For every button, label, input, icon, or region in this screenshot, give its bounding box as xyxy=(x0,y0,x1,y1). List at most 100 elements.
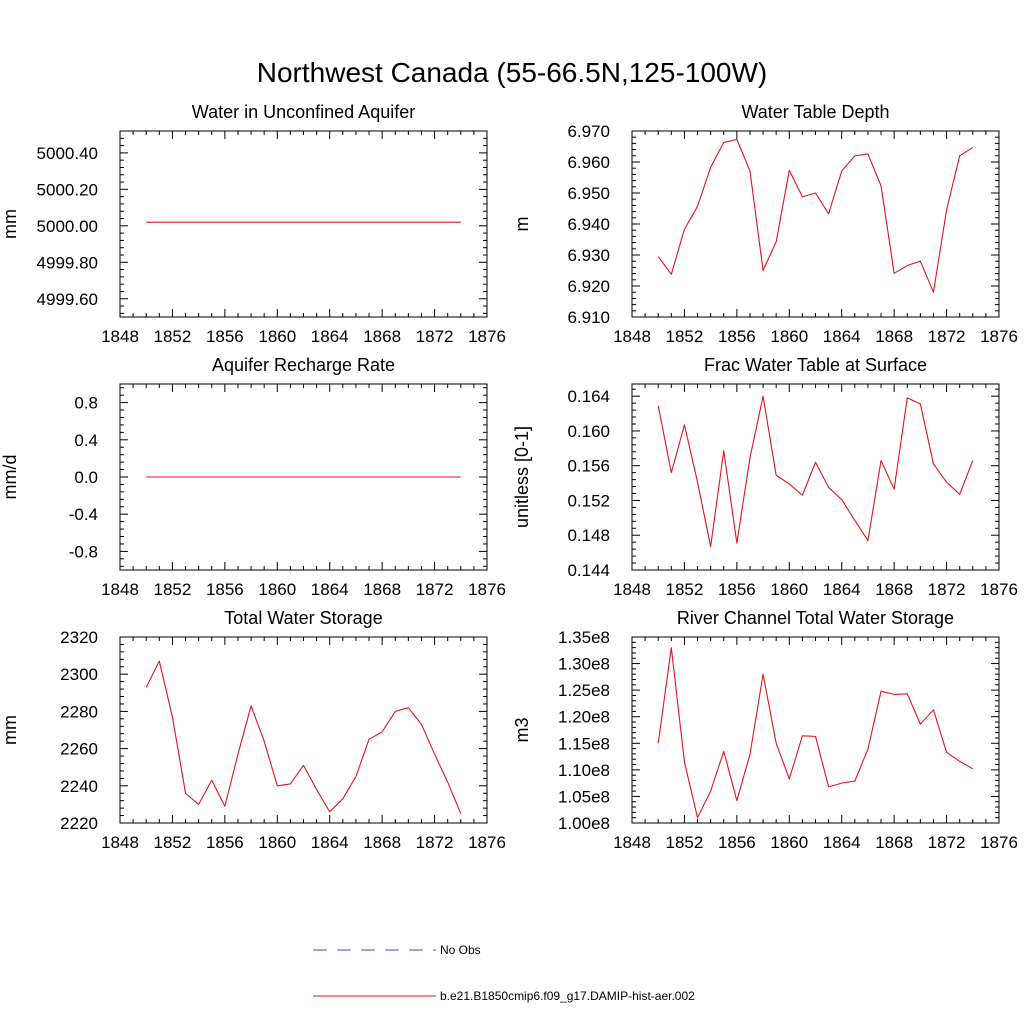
figure-title: Northwest Canada (55-66.5N,125-100W) xyxy=(257,57,767,88)
x-tick-label: 1856 xyxy=(718,327,756,346)
series-line-frac-water-table-at-surface xyxy=(657,395,974,548)
x-tick-label: 1852 xyxy=(154,580,192,599)
x-tick-label: 1876 xyxy=(980,833,1018,852)
panel-title: Aquifer Recharge Rate xyxy=(212,355,395,375)
x-tick-label: 1864 xyxy=(311,833,349,852)
x-tick-label: 1852 xyxy=(666,833,704,852)
x-tick-label: 1848 xyxy=(101,833,139,852)
x-tick-label: 1860 xyxy=(258,327,296,346)
x-tick-label: 1872 xyxy=(928,833,966,852)
panel-total-water-storage: Total Water Storage mm 1848 1852 1856 1860 186… xyxy=(0,608,506,852)
legend-label-model: b.e21.B1850cmip6.f09_g17.DAMIP-hist-aer.… xyxy=(440,989,695,1003)
y-tick-label: 1.10e8 xyxy=(558,761,610,780)
panel-aquifer-recharge-rate: Aquifer Recharge Rate mm/d 1848 1852 1856 186… xyxy=(0,355,506,599)
y-tick-label: -0.4 xyxy=(69,505,98,524)
plot-frame xyxy=(119,130,488,318)
x-tick-label: 1868 xyxy=(363,833,401,852)
x-tick-label: 1868 xyxy=(363,580,401,599)
y-tick-label: 1.05e8 xyxy=(558,787,610,806)
x-tick-label: 1856 xyxy=(718,833,756,852)
x-tick-label: 1848 xyxy=(101,327,139,346)
y-axis-label: mm/d xyxy=(0,455,20,500)
legend-label-no-obs: No Obs xyxy=(440,943,481,957)
x-tick-label: 1860 xyxy=(258,833,296,852)
panel-title: Total Water Storage xyxy=(224,608,382,628)
y-tick-label: 6.910 xyxy=(567,308,610,327)
x-tick-label: 1872 xyxy=(416,580,454,599)
y-tick-label: 1.35e8 xyxy=(558,628,610,647)
panel-title: Frac Water Table at Surface xyxy=(704,355,927,375)
y-tick-label: 0.0 xyxy=(74,468,98,487)
y-axis-label: unitless [0-1] xyxy=(512,426,532,528)
x-tick-label: 1848 xyxy=(613,327,651,346)
x-tick-label: 1856 xyxy=(206,580,244,599)
x-tick-label: 1864 xyxy=(823,833,861,852)
y-tick-label: 6.940 xyxy=(567,215,610,234)
y-tick-label: -0.8 xyxy=(69,542,98,561)
x-tick-label: 1876 xyxy=(980,580,1018,599)
x-tick-label: 1864 xyxy=(311,327,349,346)
x-tick-label: 1868 xyxy=(875,833,913,852)
y-tick-label: 5000.20 xyxy=(37,180,98,199)
panel-title: Water Table Depth xyxy=(741,102,889,122)
x-tick-label: 1852 xyxy=(154,833,192,852)
y-tick-label: 0.160 xyxy=(567,422,610,441)
y-axis-label: mm xyxy=(0,209,20,239)
y-tick-label: 1.20e8 xyxy=(558,708,610,727)
series-line-water-table-depth xyxy=(657,138,974,293)
y-tick-label: 6.930 xyxy=(567,246,610,265)
legend: No Obs b.e21.B1850cmip6.f09_g17.DAMIP-hi… xyxy=(313,943,695,1003)
y-tick-label: 1.15e8 xyxy=(558,734,610,753)
y-tick-label: 2300 xyxy=(60,665,98,684)
x-tick-label: 1864 xyxy=(823,327,861,346)
y-tick-label: 6.960 xyxy=(567,153,610,172)
x-tick-label: 1868 xyxy=(875,580,913,599)
x-tick-label: 1876 xyxy=(468,327,506,346)
x-tick-label: 1852 xyxy=(154,327,192,346)
x-tick-label: 1860 xyxy=(770,327,808,346)
x-tick-label: 1856 xyxy=(718,580,756,599)
y-tick-label: 2240 xyxy=(60,777,98,796)
y-tick-label: 0.164 xyxy=(567,387,610,406)
series-line-total-water-storage xyxy=(145,660,462,814)
x-tick-label: 1848 xyxy=(613,580,651,599)
panel-water-in-unconfined-aquifer: Water in Unconfined Aquifer mm 1848 1852 185… xyxy=(0,102,506,346)
x-tick-label: 1860 xyxy=(770,833,808,852)
x-tick-label: 1860 xyxy=(258,580,296,599)
x-tick-label: 1876 xyxy=(468,580,506,599)
x-tick-label: 1872 xyxy=(928,327,966,346)
x-tick-label: 1872 xyxy=(416,833,454,852)
panel-title: River Channel Total Water Storage xyxy=(677,608,954,628)
y-tick-label: 1.25e8 xyxy=(558,681,610,700)
x-tick-label: 1864 xyxy=(311,580,349,599)
y-axis-label: m xyxy=(512,217,532,232)
x-tick-label: 1852 xyxy=(666,327,704,346)
x-tick-label: 1848 xyxy=(613,833,651,852)
y-tick-label: 0.4 xyxy=(74,431,98,450)
y-tick-label: 2260 xyxy=(60,740,98,759)
y-tick-label: 0.152 xyxy=(567,491,610,510)
y-tick-label: 1.00e8 xyxy=(558,814,610,833)
y-tick-label: 0.156 xyxy=(567,457,610,476)
y-tick-label: 5000.40 xyxy=(37,144,98,163)
x-tick-label: 1856 xyxy=(206,833,244,852)
y-tick-label: 4999.60 xyxy=(37,290,98,309)
x-tick-label: 1852 xyxy=(666,580,704,599)
x-tick-label: 1864 xyxy=(823,580,861,599)
y-tick-label: 2320 xyxy=(60,628,98,647)
x-tick-label: 1876 xyxy=(468,833,506,852)
y-tick-label: 6.920 xyxy=(567,277,610,296)
x-tick-label: 1848 xyxy=(101,580,139,599)
panel-frac-water-table-at-surface: Frac Water Table at Surface unitless [0-1… xyxy=(512,355,1018,599)
x-tick-label: 1872 xyxy=(416,327,454,346)
y-tick-label: 6.950 xyxy=(567,184,610,203)
x-tick-label: 1876 xyxy=(980,327,1018,346)
x-tick-label: 1868 xyxy=(875,327,913,346)
plot-frame xyxy=(631,636,1000,824)
y-tick-label: 6.970 xyxy=(567,122,610,141)
x-tick-label: 1868 xyxy=(363,327,401,346)
x-tick-label: 1856 xyxy=(206,327,244,346)
y-tick-label: 0.144 xyxy=(567,561,610,580)
